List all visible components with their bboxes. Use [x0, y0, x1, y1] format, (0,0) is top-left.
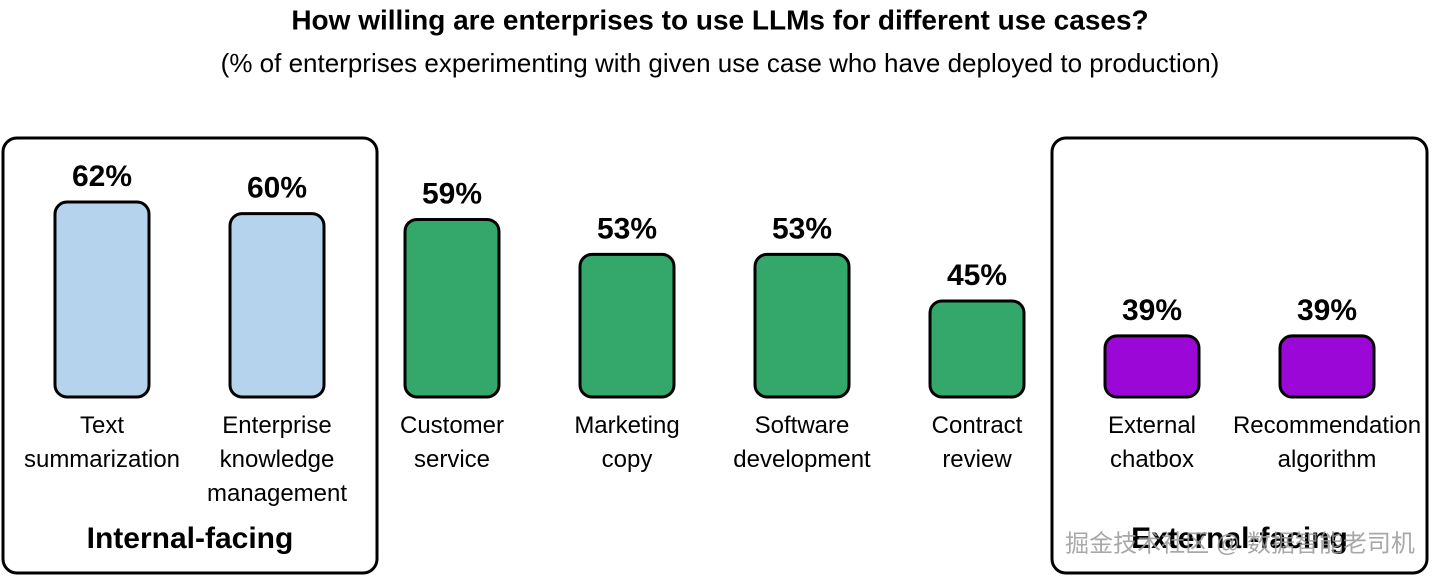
x-tick-label: Contract review [932, 412, 1023, 473]
bar [228, 212, 326, 399]
value-label: 39% [1122, 294, 1182, 327]
group-box [1, 136, 379, 575]
bar [1103, 334, 1201, 399]
chart-title: How willing are enterprises to use LLMs … [291, 4, 1148, 35]
chart-subtitle: (% of enterprises experimenting with giv… [221, 48, 1220, 78]
x-tick-label: Marketing copy [574, 412, 679, 473]
bar [403, 217, 501, 399]
value-label: 45% [947, 259, 1007, 292]
x-tick-label: Customer service [400, 412, 504, 473]
group-label: Internal-facing [87, 522, 294, 555]
bar [753, 252, 851, 399]
watermark: 掘金技术社区 @ 数据智能老司机 [1065, 530, 1415, 557]
group-label: External-facing [1131, 522, 1348, 555]
x-tick-label: Enterprise knowledge management [207, 412, 347, 507]
value-label: 62% [72, 160, 132, 193]
x-tick-label: Software development [733, 412, 871, 473]
value-label: 39% [1297, 294, 1357, 327]
x-tick-label: Recommendation algorithm [1233, 412, 1421, 473]
x-tick-label: Text summarization [24, 412, 180, 473]
value-label: 60% [247, 172, 307, 205]
group-box [1050, 136, 1429, 575]
bar [1278, 334, 1376, 399]
bar [928, 299, 1026, 399]
bar [53, 200, 151, 399]
bar [578, 252, 676, 399]
value-label: 59% [422, 177, 482, 210]
x-tick-label: External chatbox [1108, 412, 1196, 473]
value-label: 53% [772, 212, 832, 245]
value-label: 53% [597, 212, 657, 245]
